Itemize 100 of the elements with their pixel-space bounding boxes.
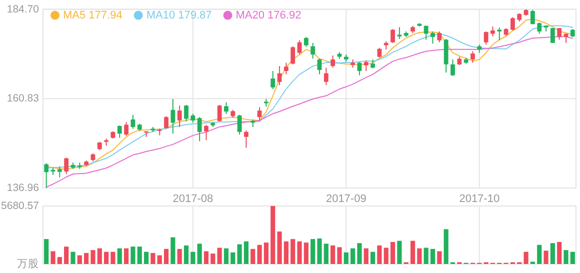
bar [50, 251, 56, 264]
legend-label: MA20 176.92 [236, 9, 302, 22]
bar [157, 255, 162, 264]
bar [550, 243, 555, 264]
candlestick [184, 104, 188, 122]
bar [557, 242, 562, 264]
bar [70, 252, 76, 264]
candlestick [244, 130, 248, 148]
candlestick [297, 40, 302, 55]
bar [130, 246, 136, 264]
candlestick [270, 70, 276, 90]
bar [370, 252, 376, 264]
bar [437, 251, 442, 264]
bar [284, 241, 288, 264]
bar [317, 238, 322, 264]
candlestick [510, 16, 515, 31]
bar [564, 250, 568, 264]
candlestick [64, 157, 69, 175]
bar [217, 248, 222, 264]
bar [304, 242, 308, 264]
bar [97, 248, 102, 264]
bar [270, 206, 276, 264]
bar [430, 248, 436, 264]
bar [230, 252, 236, 264]
candlestick [57, 166, 62, 178]
candlestick [130, 114, 136, 130]
candlestick [530, 9, 535, 25]
candlestick [397, 26, 402, 40]
bar [204, 251, 209, 264]
bar [264, 242, 268, 264]
x-tick-label: 2017-10 [459, 193, 500, 205]
candlestick [170, 98, 176, 134]
x-tick-label: 2017-09 [326, 193, 366, 205]
bar [170, 237, 176, 264]
candlestick [437, 30, 442, 43]
bar [344, 252, 348, 264]
bar [250, 248, 256, 264]
bar [44, 239, 49, 264]
bar [164, 248, 169, 264]
candlestick [377, 47, 382, 58]
bar [137, 246, 142, 264]
candlestick [217, 104, 222, 122]
candlestick [430, 30, 435, 44]
bar [444, 229, 448, 264]
candlestick [237, 114, 242, 136]
bar [237, 244, 242, 264]
bar [410, 240, 416, 264]
candlestick [330, 54, 336, 68]
text: 5680.57 [1, 200, 40, 212]
candlestick [310, 42, 316, 60]
bar [390, 242, 396, 264]
text: 万股 [17, 258, 39, 270]
bar [184, 245, 189, 264]
bar [570, 252, 575, 264]
bar [537, 244, 542, 264]
candlestick [424, 25, 428, 40]
bar [524, 252, 528, 264]
bar [330, 245, 336, 264]
candlestick [117, 124, 122, 138]
candlestick [197, 116, 202, 142]
bar [244, 241, 249, 264]
bar [544, 250, 548, 264]
bar [337, 247, 342, 264]
candlestick [557, 28, 562, 40]
candlestick [364, 60, 368, 72]
candlestick [470, 50, 475, 64]
candlestick [450, 58, 455, 76]
bar [277, 232, 282, 264]
bar [384, 248, 388, 264]
candlestick [284, 62, 288, 75]
bar [377, 245, 382, 264]
bar [90, 250, 96, 264]
bar [350, 248, 356, 264]
candlestick [390, 28, 395, 44]
bar [64, 246, 69, 264]
bar [144, 252, 149, 264]
bar [104, 252, 109, 264]
bar [357, 243, 362, 264]
bar [117, 248, 122, 264]
bar [210, 254, 216, 264]
bar [150, 252, 156, 264]
bar [290, 239, 296, 264]
bar [397, 240, 402, 264]
bar [224, 248, 229, 264]
bar [364, 248, 368, 264]
candlestick [357, 62, 362, 76]
candlestick [290, 46, 296, 65]
candlestick [550, 28, 555, 44]
bar [257, 244, 262, 264]
bar [424, 248, 428, 264]
bar [177, 248, 182, 264]
candlestick [564, 33, 568, 44]
candlestick [124, 122, 128, 136]
candlestick [324, 67, 328, 86]
y-tick-label: 136.96 [6, 182, 40, 194]
bar [57, 257, 62, 264]
candlestick [497, 26, 502, 41]
bar [124, 248, 129, 264]
legend-label: MA10 179.87 [146, 9, 212, 22]
candlestick [204, 124, 208, 141]
